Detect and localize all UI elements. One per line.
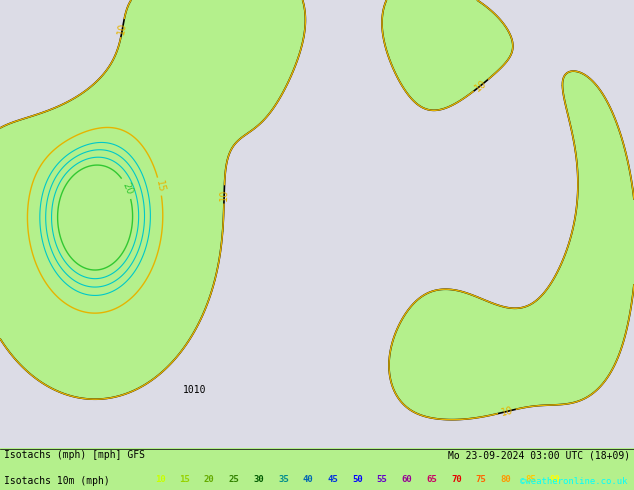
Text: ©weatheronline.co.uk: ©weatheronline.co.uk: [521, 477, 628, 486]
Text: 15: 15: [179, 475, 190, 484]
Text: 1010: 1010: [183, 385, 207, 395]
Text: Mo 23-09-2024 03:00 UTC (18+09): Mo 23-09-2024 03:00 UTC (18+09): [448, 450, 630, 460]
Text: 50: 50: [352, 475, 363, 484]
Text: 15: 15: [153, 179, 166, 194]
Text: 40: 40: [303, 475, 313, 484]
Text: 10: 10: [473, 77, 489, 93]
Text: 10: 10: [155, 475, 165, 484]
Text: 65: 65: [426, 475, 437, 484]
Text: 70: 70: [451, 475, 462, 484]
Text: 20: 20: [120, 181, 134, 196]
Text: 80: 80: [500, 475, 511, 484]
Text: Isotachs 10m (mph): Isotachs 10m (mph): [4, 476, 110, 486]
Text: 10: 10: [219, 188, 230, 201]
Text: Isotachs (mph) [mph] GFS: Isotachs (mph) [mph] GFS: [4, 450, 145, 460]
Text: 90: 90: [550, 475, 560, 484]
Text: 75: 75: [476, 475, 486, 484]
Text: 60: 60: [401, 475, 412, 484]
Text: 10: 10: [117, 21, 129, 35]
Text: 85: 85: [525, 475, 536, 484]
Text: 35: 35: [278, 475, 289, 484]
Text: 30: 30: [254, 475, 264, 484]
Text: 55: 55: [377, 475, 387, 484]
Text: 25: 25: [229, 475, 240, 484]
Text: 10: 10: [500, 405, 514, 418]
Text: 45: 45: [327, 475, 338, 484]
Text: 20: 20: [204, 475, 215, 484]
